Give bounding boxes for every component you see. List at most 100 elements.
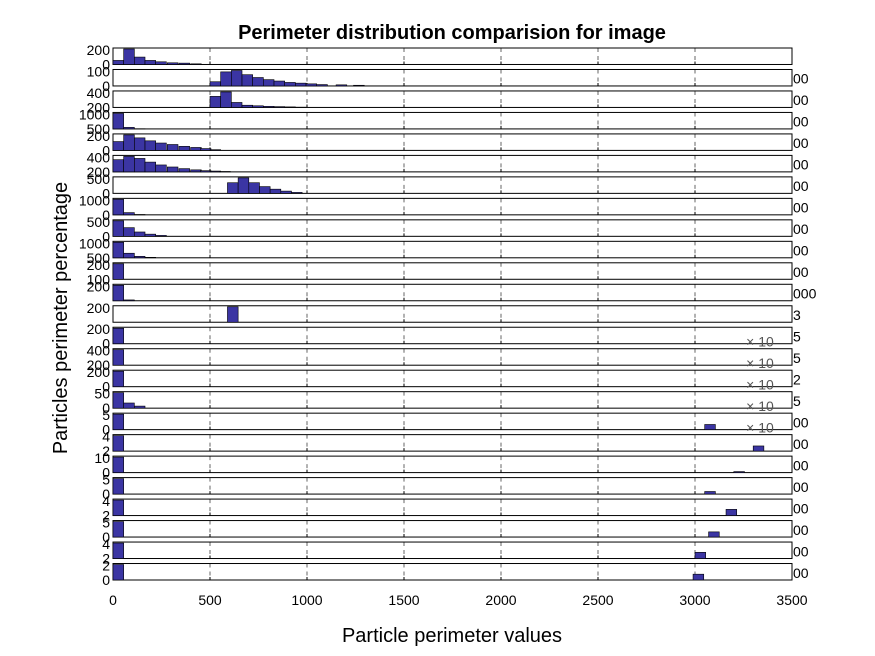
panel-frame [112,90,793,108]
histogram-bar [112,564,124,581]
panel-frame [112,563,793,581]
histogram-bar [144,161,156,173]
histogram-bar [112,141,124,151]
histogram-bar [112,263,124,280]
histogram-bar [209,149,221,151]
x-tick-label: 2000 [485,592,516,608]
clipped-tick-label: 00 [793,71,809,87]
multiplier-label: × 10 [746,334,774,350]
y-tick-label: 200 [87,357,111,373]
y-tick-label: 0 [102,56,110,72]
y-tick-label: 200 [87,364,111,380]
y-tick-label: 400 [87,85,111,101]
clipped-tick-label: 00 [793,457,809,473]
histogram-bar [263,106,275,108]
clipped-tick-label: 00 [793,264,809,280]
x-tick-label: 2500 [582,592,613,608]
histogram-bar [273,80,285,87]
y-tick-label: 5 [102,472,110,488]
histogram-bar [123,127,135,130]
histogram-bar [231,102,243,108]
panel-frame [112,434,793,452]
histogram-bar [284,82,296,87]
histogram-bar [167,144,179,151]
clipped-tick-label: 5 [793,328,801,344]
histogram-bar [134,405,146,409]
histogram-bar [280,190,292,194]
y-tick-label: 4 [102,429,110,445]
y-tick-label: 500 [87,121,111,137]
histogram-bar [112,435,124,452]
histogram-bar [144,60,156,65]
y-tick-label: 100 [87,63,111,79]
y-tick-label: 0 [102,572,110,588]
histogram-bar [112,478,124,495]
histogram-bar [134,256,146,259]
histogram-bar [134,56,146,65]
panel-frame [112,262,793,280]
panel-frame [112,541,793,560]
y-tick-label: 0 [102,379,110,395]
histogram-bar [291,192,303,194]
panel-frame [112,477,793,495]
y-tick-label: 200 [87,164,111,180]
histogram-bar [123,212,135,216]
histogram-panel: 1000 00 [87,63,809,93]
histogram-bar [112,542,124,559]
panel-frame [112,520,793,538]
y-tick-label: 0 [102,465,110,481]
clipped-tick-label: 00 [793,479,809,495]
histogram-bar [112,370,124,387]
histogram-bar [209,170,221,173]
y-tick-label: 500 [87,171,111,187]
x-tick-label: 1000 [291,592,322,608]
histogram-bar [178,146,190,151]
histogram-bar [134,158,146,173]
histogram-bar [220,91,232,108]
histogram-bar [200,170,212,173]
y-tick-label: 0 [102,529,110,545]
clipped-tick-label: 00 [793,414,809,430]
clipped-tick-label: 00 [793,243,809,259]
y-tick-label: 500 [87,250,111,266]
y-tick-label: 500 [87,214,111,230]
histogram-bar [112,521,124,538]
histogram-bar [209,81,221,87]
histogram-bar [259,186,271,194]
y-tick-label: 2 [102,551,110,567]
histogram-panel: 50 00 [102,407,809,437]
y-tick-label: 200 [87,321,111,337]
histogram-bar [112,456,124,473]
histogram-bar [316,84,328,87]
y-axis-label: Particles perimeter percentage [50,182,72,454]
y-tick-label: 50 [94,386,110,402]
clipped-tick-label: 2 [793,371,801,387]
clipped-tick-label: 00 [793,178,809,194]
histogram-bar [112,327,124,345]
histogram-bar [123,299,135,302]
histogram-bar [248,182,260,194]
x-axis: 0 500 1000 1500 2000 2500 3000 3500 [109,592,808,608]
histogram-bar [112,392,124,409]
histogram-bar [134,137,146,151]
histogram-panel: 50 00 [102,472,809,502]
histogram-bar [237,177,250,194]
multiplier-label: × 10 [746,377,774,393]
histogram-bar [123,252,135,259]
clipped-tick-label: 5 [793,393,801,409]
multiplier-label: × 10 [746,398,774,414]
y-tick-label: 5 [102,407,110,423]
y-tick-label: 2 [102,508,110,524]
histogram-panel: 42 00 [102,536,809,566]
histogram-bar [112,413,124,430]
histogram-bar [144,140,156,151]
clipped-tick-label: 00 [793,543,809,559]
x-tick-label: 1500 [388,592,419,608]
y-tick-label: 0 [102,400,110,416]
